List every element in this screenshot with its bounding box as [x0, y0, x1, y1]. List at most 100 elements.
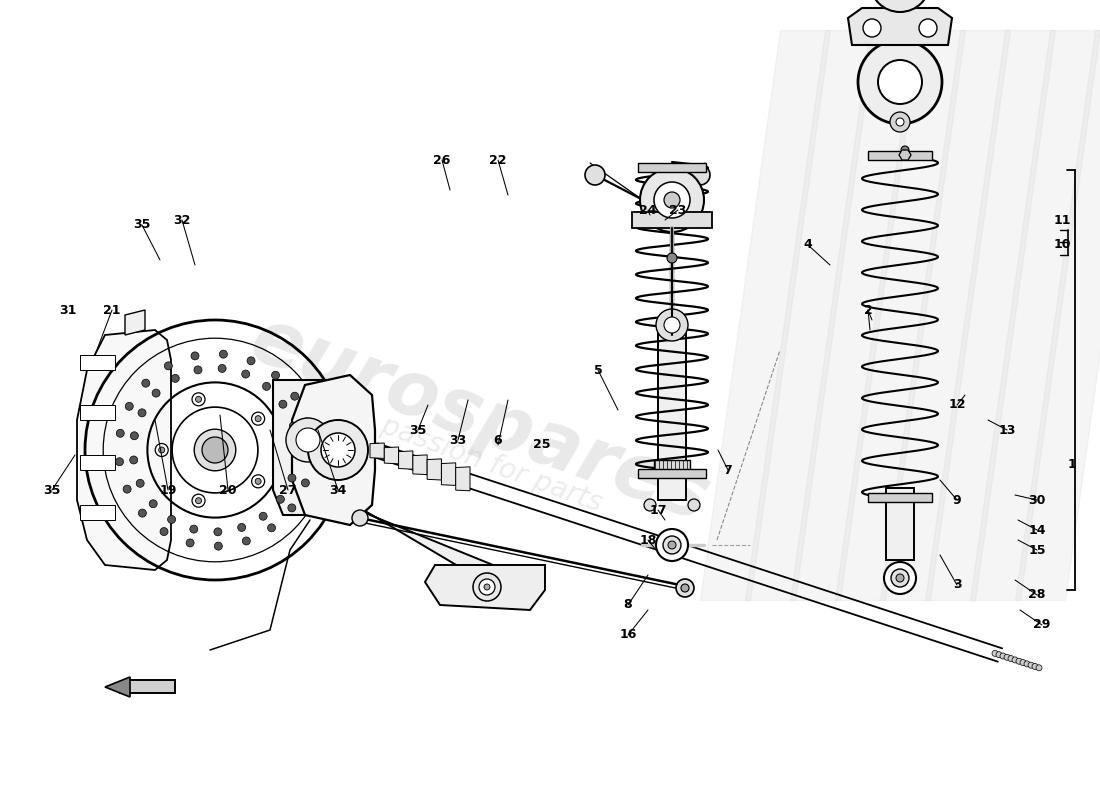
Circle shape	[196, 396, 201, 402]
Circle shape	[1028, 662, 1034, 668]
Polygon shape	[80, 455, 116, 470]
Circle shape	[117, 430, 124, 438]
Polygon shape	[355, 505, 530, 585]
Polygon shape	[398, 451, 412, 470]
Circle shape	[1032, 663, 1038, 670]
Text: 4: 4	[804, 238, 813, 251]
Text: 11: 11	[1054, 214, 1070, 226]
Polygon shape	[292, 375, 375, 525]
Text: 20: 20	[219, 483, 236, 497]
Polygon shape	[125, 310, 145, 335]
Text: 32: 32	[174, 214, 190, 226]
Bar	[886, 488, 914, 560]
Polygon shape	[370, 443, 384, 458]
Circle shape	[125, 402, 133, 410]
Polygon shape	[441, 463, 455, 486]
Circle shape	[164, 362, 173, 370]
Circle shape	[918, 19, 937, 37]
Circle shape	[293, 450, 300, 458]
Circle shape	[242, 370, 250, 378]
Text: 27: 27	[279, 483, 297, 497]
Circle shape	[293, 446, 301, 454]
Text: 31: 31	[59, 303, 77, 317]
Text: 5: 5	[594, 363, 603, 377]
Circle shape	[252, 475, 265, 488]
Text: 19: 19	[160, 483, 177, 497]
Circle shape	[130, 432, 139, 440]
Circle shape	[901, 146, 909, 154]
Text: 35: 35	[43, 483, 60, 497]
Text: 12: 12	[948, 398, 966, 411]
Circle shape	[307, 451, 315, 459]
Circle shape	[644, 499, 656, 511]
Polygon shape	[80, 405, 116, 420]
Circle shape	[864, 19, 881, 37]
Text: 24: 24	[639, 203, 657, 217]
Circle shape	[288, 504, 296, 512]
Polygon shape	[80, 505, 116, 520]
Circle shape	[688, 499, 700, 511]
Circle shape	[640, 168, 704, 232]
Polygon shape	[80, 355, 116, 370]
Circle shape	[654, 182, 690, 218]
Polygon shape	[104, 677, 130, 697]
Polygon shape	[455, 467, 470, 491]
Text: 10: 10	[1054, 238, 1070, 251]
Text: 23: 23	[669, 203, 686, 217]
Circle shape	[267, 524, 275, 532]
Circle shape	[681, 584, 689, 592]
Circle shape	[1016, 658, 1022, 664]
Circle shape	[123, 485, 131, 493]
Polygon shape	[425, 565, 544, 610]
Circle shape	[1000, 653, 1006, 659]
Circle shape	[884, 562, 916, 594]
Circle shape	[172, 374, 179, 382]
Circle shape	[252, 412, 265, 425]
Text: 28: 28	[1028, 589, 1046, 602]
Circle shape	[858, 40, 942, 124]
Circle shape	[155, 443, 168, 457]
Bar	[868, 151, 932, 160]
Polygon shape	[77, 330, 170, 570]
Circle shape	[656, 309, 688, 341]
Text: 26: 26	[433, 154, 451, 166]
Circle shape	[255, 478, 261, 484]
Text: 6: 6	[494, 434, 503, 446]
Circle shape	[676, 579, 694, 597]
Polygon shape	[427, 459, 441, 480]
Polygon shape	[384, 447, 398, 464]
Circle shape	[158, 447, 165, 453]
Polygon shape	[273, 380, 343, 515]
Circle shape	[656, 529, 688, 561]
Circle shape	[192, 393, 205, 406]
Text: 18: 18	[639, 534, 657, 546]
Circle shape	[242, 537, 251, 545]
Circle shape	[238, 523, 245, 531]
Circle shape	[286, 418, 330, 462]
Polygon shape	[899, 150, 911, 160]
Bar	[658, 330, 686, 500]
Circle shape	[664, 317, 680, 333]
Bar	[654, 460, 690, 475]
Circle shape	[272, 371, 279, 379]
Circle shape	[190, 525, 198, 533]
Circle shape	[218, 365, 227, 373]
Text: 29: 29	[1033, 618, 1050, 631]
Circle shape	[352, 510, 368, 526]
Circle shape	[1004, 654, 1010, 660]
Bar	[638, 163, 706, 172]
Circle shape	[992, 650, 998, 656]
Text: 16: 16	[619, 629, 637, 642]
Bar	[868, 493, 932, 502]
Circle shape	[152, 389, 161, 397]
Text: 7: 7	[724, 463, 733, 477]
Polygon shape	[412, 455, 427, 474]
Circle shape	[130, 456, 138, 464]
Text: 9: 9	[953, 494, 961, 506]
Circle shape	[136, 479, 144, 487]
Circle shape	[260, 512, 267, 520]
Circle shape	[307, 446, 316, 454]
Text: 2: 2	[864, 303, 872, 317]
Text: 1: 1	[1068, 458, 1077, 471]
Circle shape	[214, 542, 222, 550]
